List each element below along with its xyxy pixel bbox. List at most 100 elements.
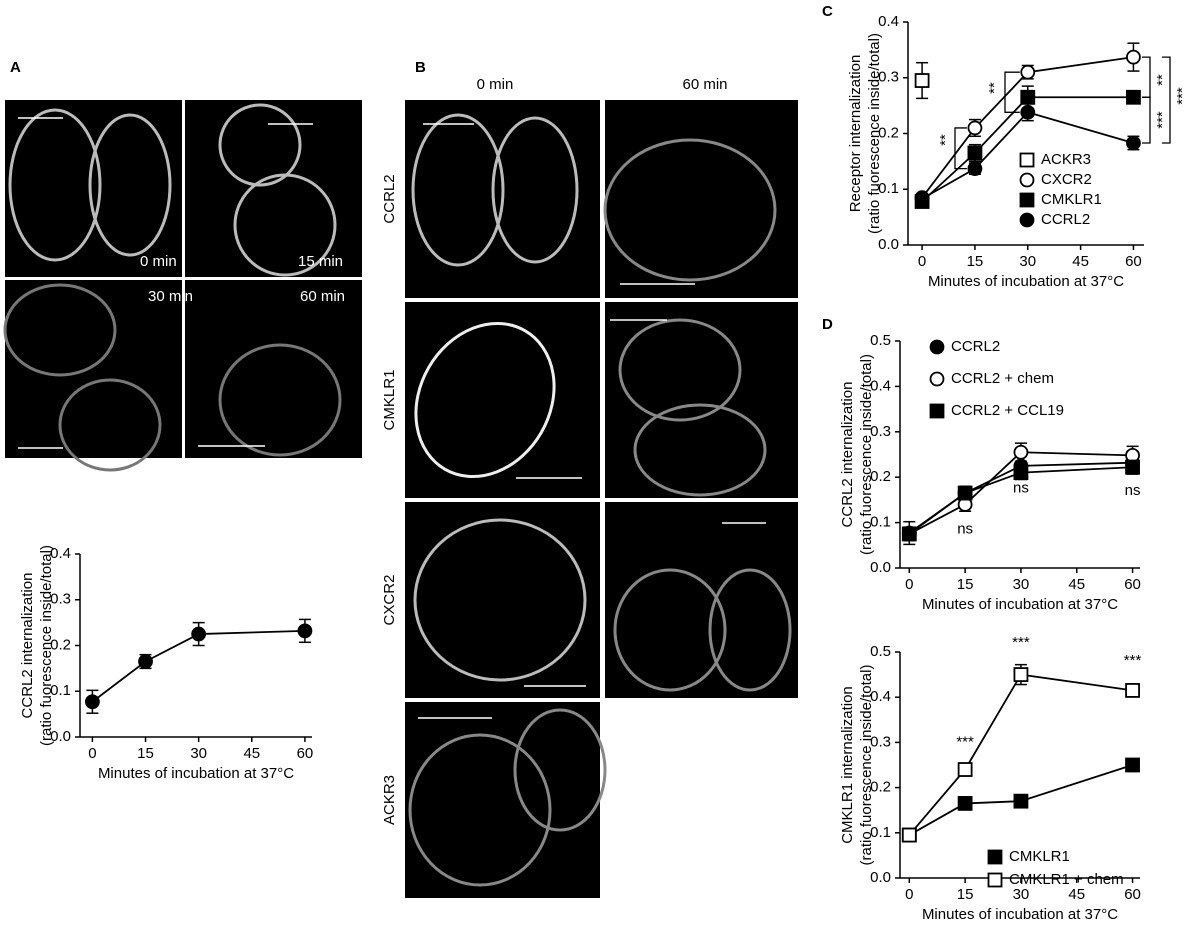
legend-label: CCRL2 [951, 338, 1000, 355]
y-axis-label: (ratio fuorescence inside/total) [866, 33, 883, 234]
legend-label: CCRL2 + CCL19 [951, 402, 1064, 419]
legend-marker [987, 849, 1003, 865]
legend-marker [1019, 152, 1035, 168]
y-tick-label: 0.4 [870, 688, 891, 705]
legend-marker [1019, 212, 1035, 228]
y-tick-label: 0.1 [870, 514, 891, 531]
annotation: ns [957, 520, 973, 537]
significance-bracket [954, 127, 967, 170]
y-axis-label: (ratio fuorescence inside/total) [858, 665, 875, 866]
x-tick-label: 15 [137, 745, 154, 762]
annotation: ** [1154, 74, 1171, 86]
y-tick-label: 0.0 [870, 559, 891, 576]
micrograph [605, 100, 798, 298]
annotation: ** [986, 82, 1003, 94]
x-tick-label: 45 [1068, 886, 1085, 903]
x-tick-label: 0 [88, 745, 96, 762]
micrographs [3, 100, 798, 898]
legend-marker [1019, 192, 1035, 208]
cell [218, 343, 342, 457]
row-label: CMKLR1 [381, 370, 398, 431]
x-axis-label: Minutes of incubation at 37°C [922, 906, 1118, 923]
cell [613, 568, 727, 692]
x-tick-label: 15 [957, 576, 974, 593]
cell [413, 518, 587, 682]
annotation: ns [1013, 480, 1029, 497]
marker [1125, 757, 1140, 773]
y-tick-label: 0.3 [870, 423, 891, 440]
x-tick-label: 15 [967, 253, 984, 270]
x-tick-label: 60 [1124, 886, 1141, 903]
marker [1013, 667, 1029, 682]
cell [58, 378, 162, 472]
annotation: *** [1174, 87, 1191, 105]
series-line [921, 111, 1134, 200]
marker [1126, 89, 1141, 105]
series-line [91, 629, 305, 703]
series-line [908, 673, 1133, 836]
micrograph [185, 100, 362, 277]
x-tick-label: 30 [1013, 576, 1030, 593]
panel-label: D [822, 316, 833, 333]
legend-label: CXCR2 [1041, 171, 1092, 188]
y-tick-label: 0.2 [50, 636, 71, 653]
marker [1020, 64, 1036, 80]
marker [901, 827, 917, 843]
marker [84, 694, 100, 710]
significance-bracket [1142, 96, 1151, 144]
cell [3, 283, 117, 377]
micrograph [405, 502, 600, 698]
y-axis-label: CCRL2 internalization [839, 382, 856, 528]
marker [967, 161, 983, 177]
marker [297, 623, 313, 639]
marker [138, 654, 153, 669]
cell [633, 403, 767, 497]
annotation: *** [956, 733, 974, 750]
marker [957, 485, 973, 501]
marker [914, 73, 930, 88]
y-axis-label: (ratio fuorescence inside/total) [38, 545, 55, 746]
annotation: *** [1154, 111, 1171, 129]
legend-label: CMKLR1 [1009, 848, 1070, 865]
annotation: *** [1124, 652, 1142, 669]
x-tick-label: 45 [243, 745, 260, 762]
cell [411, 113, 505, 267]
legend-label: CMKLR1 [1041, 191, 1102, 208]
row-label: CCRL2 [381, 174, 398, 223]
marker [1013, 793, 1029, 809]
chart: 0.0 0.1 0.2 0.3 0.4 0 15 30 45 60 Receptor interna… [847, 13, 1191, 290]
cell [88, 113, 172, 257]
row-label: CXCR2 [381, 575, 398, 626]
x-tick-label: 0 [905, 576, 913, 593]
micrograph [405, 702, 600, 898]
legend-label: ACKR3 [1041, 151, 1091, 168]
x-tick-label: 0 [905, 886, 913, 903]
series-line [908, 466, 1133, 535]
y-tick-label: 0.3 [878, 69, 899, 86]
image-label: 15 min [298, 253, 343, 270]
marker [191, 626, 207, 642]
marker [967, 145, 983, 161]
micrograph [605, 502, 798, 698]
x-tick-label: 60 [1125, 253, 1142, 270]
y-tick-label: 0.4 [870, 377, 891, 394]
scale-bars [18, 117, 766, 719]
panel-label: C [822, 3, 833, 20]
x-tick-label: 30 [1013, 886, 1030, 903]
row-label: ACKR3 [381, 775, 398, 825]
series-line [908, 451, 1133, 535]
cell [603, 138, 777, 282]
cell [491, 116, 579, 264]
legend-marker [987, 872, 1003, 888]
chart: 0.0 0.1 0.2 0.3 0.4 0.5 0 15 30 45 60 CCRL2 interna… [839, 332, 1141, 613]
x-tick-label: 30 [1019, 253, 1036, 270]
x-axis-label: Minutes of incubation at 37°C [922, 596, 1118, 613]
significance-bracket [1162, 56, 1171, 144]
y-tick-label: 0.2 [870, 779, 891, 796]
series-line [908, 764, 1133, 836]
x-tick-label: 30 [190, 745, 207, 762]
x-tick-label: 15 [957, 886, 974, 903]
x-tick-label: 45 [1068, 576, 1085, 593]
y-axis-label: (ratio fuorescence inside/total) [858, 354, 875, 555]
y-tick-label: 0.0 [870, 869, 891, 886]
